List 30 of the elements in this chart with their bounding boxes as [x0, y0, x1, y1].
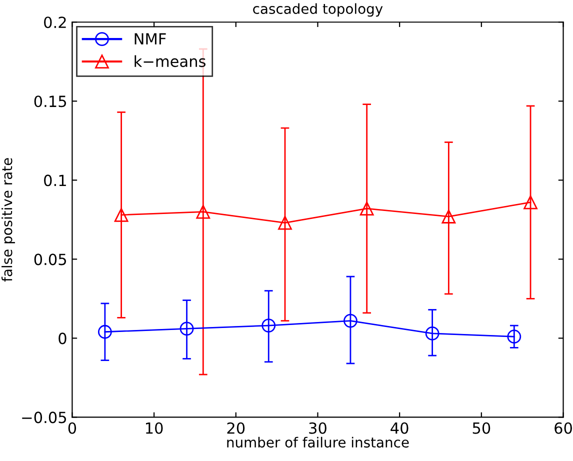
point [114, 208, 128, 222]
point [524, 195, 538, 210]
y-tick-label: 0.15 [34, 96, 66, 108]
x-tick-label: 40 [390, 422, 408, 434]
point [425, 326, 440, 340]
x-tick-label: 30 [309, 422, 326, 434]
x-tick-label: 20 [227, 422, 245, 434]
y-tick-label: 0.2 [44, 16, 66, 28]
x-axis-title: number of failure instance [227, 436, 409, 448]
point [344, 314, 358, 328]
y-tick-label: 0.05 [34, 254, 66, 266]
point [278, 216, 292, 230]
point [507, 330, 522, 344]
point [360, 202, 374, 216]
chart-title: cascaded topology [253, 3, 383, 17]
point [442, 210, 456, 224]
y-tick-label: −0.05 [22, 412, 66, 424]
point [196, 204, 210, 219]
x-tick-label: 60 [554, 422, 572, 434]
point [98, 324, 112, 339]
x-tick-label: 10 [146, 422, 163, 434]
y-tick-label: 0 [58, 332, 66, 344]
x-tick-label: 50 [472, 422, 490, 434]
legend-label: NMF [134, 33, 166, 44]
legend-label: k−means [134, 55, 206, 68]
x-tick-label: 0 [68, 422, 76, 434]
y-tick-label: 0.1 [44, 174, 66, 186]
y-axis-title: false positive rate [2, 158, 15, 282]
point [180, 322, 194, 336]
point [262, 318, 276, 332]
